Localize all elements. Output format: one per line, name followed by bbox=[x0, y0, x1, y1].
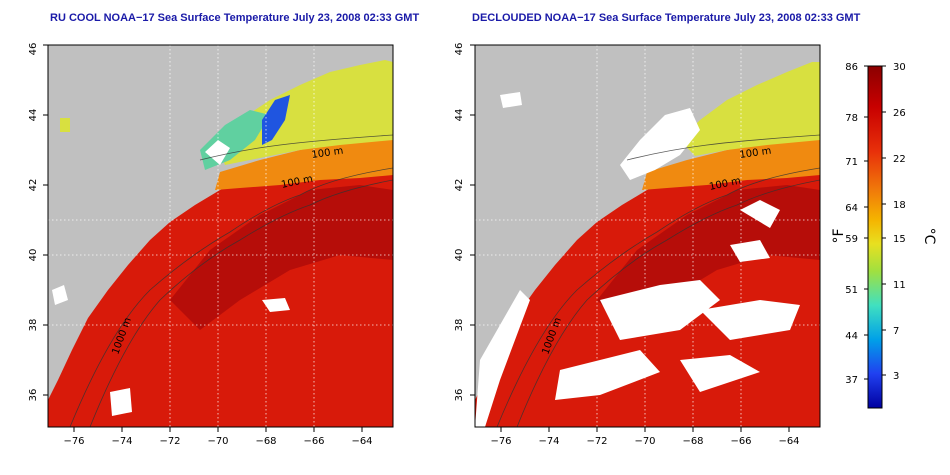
celsius-unit-label: °C bbox=[921, 228, 937, 245]
sst-map-left bbox=[48, 45, 393, 427]
lon-tick-label: −66 bbox=[303, 436, 324, 447]
colorbar-c-tick: 11 bbox=[893, 280, 906, 291]
lon-tick-label: −66 bbox=[730, 436, 751, 447]
lat-tick-label: 36 bbox=[28, 389, 39, 402]
map-title-right: DECLOUDED NOAA−17 Sea Surface Temperatur… bbox=[472, 12, 861, 24]
lon-tick-label: −64 bbox=[778, 436, 799, 447]
lat-tick-label: 36 bbox=[454, 389, 465, 402]
cold-upwelling-patch bbox=[262, 95, 290, 145]
colorbar-c-tick: 18 bbox=[893, 200, 906, 211]
lon-tick-label: −76 bbox=[63, 436, 84, 447]
lon-tick-label: −70 bbox=[634, 436, 655, 447]
colorbar-f-tick: 59 bbox=[845, 234, 858, 245]
map-frame-left bbox=[47, 44, 394, 428]
colorbar-f-tick: 51 bbox=[845, 285, 858, 296]
lon-tick-label: −72 bbox=[159, 436, 180, 447]
colorbar-f-tick: 71 bbox=[845, 157, 858, 168]
lat-tick-label: 42 bbox=[28, 179, 39, 192]
lat-tick-label: 46 bbox=[28, 43, 39, 56]
contour-label-left-1: 100 m bbox=[311, 146, 344, 161]
axes-right: −76 −74 −72 −70 −68 −66 −64 36 38 40 42 … bbox=[454, 43, 800, 447]
lon-tick-label: −68 bbox=[255, 436, 276, 447]
axes-left: −76 −74 −72 −70 −68 −66 −64 36 38 40 42 … bbox=[28, 43, 373, 447]
lat-tick-label: 40 bbox=[454, 249, 465, 262]
lon-tick-label: −64 bbox=[351, 436, 372, 447]
colorbar-c-tick: 7 bbox=[893, 326, 899, 337]
graticule bbox=[48, 45, 393, 427]
lon-tick-label: −74 bbox=[111, 436, 132, 447]
lon-tick-label: −76 bbox=[490, 436, 511, 447]
colorbar-f-tick: 44 bbox=[845, 331, 858, 342]
sst-map-right bbox=[475, 45, 820, 427]
bathymetry-contours bbox=[496, 134, 820, 427]
cool-patch bbox=[60, 118, 70, 132]
lat-tick-label: 38 bbox=[454, 319, 465, 332]
lon-tick-label: −74 bbox=[538, 436, 559, 447]
colorbar: 86 78 71 64 59 51 44 37 30 26 22 18 15 1… bbox=[831, 62, 937, 409]
colorbar-c-tick: 30 bbox=[893, 62, 906, 73]
ocean-gulf-of-maine bbox=[215, 60, 393, 165]
contour-label-right-1: 100 m bbox=[739, 146, 772, 161]
lat-tick-label: 44 bbox=[454, 109, 465, 122]
colorbar-gradient bbox=[867, 65, 883, 409]
colorbar-f-tick: 78 bbox=[845, 113, 858, 124]
lon-tick-label: −70 bbox=[207, 436, 228, 447]
colorbar-f-tick: 37 bbox=[845, 375, 858, 386]
lat-tick-label: 42 bbox=[454, 179, 465, 192]
ocean-gulf-of-maine bbox=[680, 62, 820, 156]
fahrenheit-unit-label: °F bbox=[831, 228, 847, 243]
colorbar-c-tick: 3 bbox=[893, 371, 899, 382]
ocean-deep-warm-region bbox=[170, 185, 393, 330]
colorbar-f-tick: 64 bbox=[845, 203, 858, 214]
cloud-mask bbox=[475, 92, 800, 427]
bathymetry-contours bbox=[69, 134, 393, 427]
lat-tick-label: 38 bbox=[28, 319, 39, 332]
lat-tick-label: 40 bbox=[28, 249, 39, 262]
colorbar-c-tick: 26 bbox=[893, 108, 906, 119]
map-title-left: RU COOL NOAA−17 Sea Surface Temperature … bbox=[50, 12, 420, 24]
colorbar-c-tick: 22 bbox=[893, 154, 906, 165]
lon-tick-label: −72 bbox=[586, 436, 607, 447]
lat-tick-label: 46 bbox=[454, 43, 465, 56]
lon-tick-label: −68 bbox=[682, 436, 703, 447]
colorbar-c-tick: 15 bbox=[893, 234, 906, 245]
graticule bbox=[475, 45, 820, 427]
map-frame-right bbox=[474, 44, 821, 428]
lat-tick-label: 44 bbox=[28, 109, 39, 122]
colorbar-f-tick: 86 bbox=[845, 62, 858, 73]
